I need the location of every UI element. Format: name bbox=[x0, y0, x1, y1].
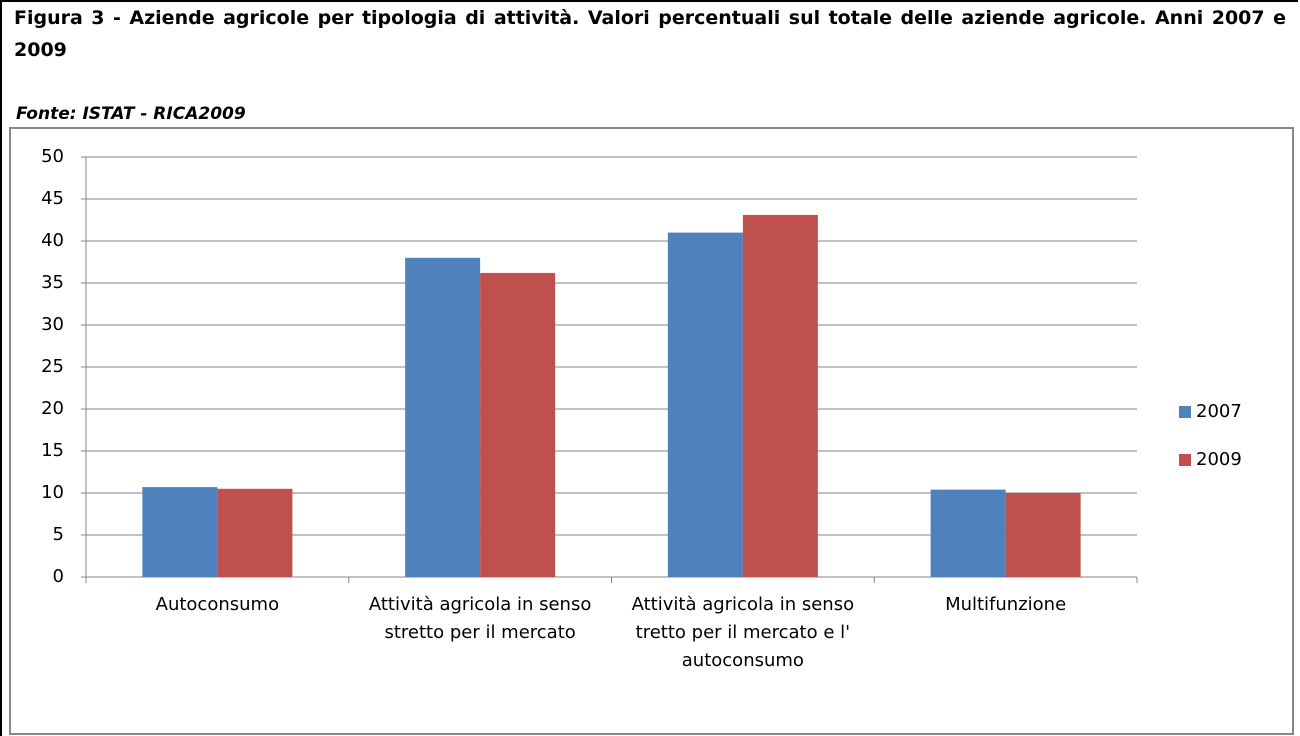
y-tick-label: 10 bbox=[41, 482, 64, 503]
x-tick-label: Autoconsumo bbox=[155, 594, 280, 615]
chart-subtitle: Fonte: ISTAT - RICA2009 bbox=[16, 104, 246, 124]
bar bbox=[1005, 493, 1081, 577]
y-tick-label: 0 bbox=[53, 566, 64, 587]
x-tick-label: Attività agricola in senso stretto per i… bbox=[368, 594, 592, 643]
bar bbox=[142, 487, 218, 577]
x-tick-label-box: Attività agricola in senso stretto per i… bbox=[368, 594, 592, 643]
legend-swatch bbox=[1179, 406, 1191, 418]
y-tick-label: 35 bbox=[41, 272, 64, 293]
bar bbox=[480, 272, 556, 577]
y-tick-label: 25 bbox=[41, 356, 64, 377]
y-tick-label: 30 bbox=[41, 314, 64, 335]
x-tick-label-box: Autoconsumo bbox=[155, 594, 280, 615]
legend-label: 2009 bbox=[1196, 449, 1242, 470]
x-tick-label: Attività agricola in senso tretto per il… bbox=[631, 594, 855, 671]
bar bbox=[930, 489, 1006, 577]
chart-frame bbox=[9, 127, 1294, 735]
y-tick-label: 5 bbox=[53, 524, 64, 545]
bar bbox=[217, 488, 293, 577]
x-tick-label-box: Attività agricola in senso tretto per il… bbox=[631, 594, 855, 671]
legend-label: 2007 bbox=[1196, 401, 1242, 422]
y-tick-label: 40 bbox=[41, 230, 64, 251]
x-tick-label: Multifunzione bbox=[945, 594, 1067, 615]
bar bbox=[742, 214, 818, 577]
y-tick-label: 20 bbox=[41, 398, 64, 419]
bar bbox=[405, 257, 481, 577]
y-tick-label: 15 bbox=[41, 440, 64, 461]
chart-title: Figura 3 - Aziende agricole per tipologi… bbox=[14, 7, 1286, 61]
legend-swatch bbox=[1179, 454, 1191, 466]
y-tick-label: 50 bbox=[41, 146, 64, 167]
y-tick-label: 45 bbox=[41, 188, 64, 209]
x-tick-label-box: Multifunzione bbox=[945, 594, 1067, 615]
bar bbox=[667, 232, 743, 577]
